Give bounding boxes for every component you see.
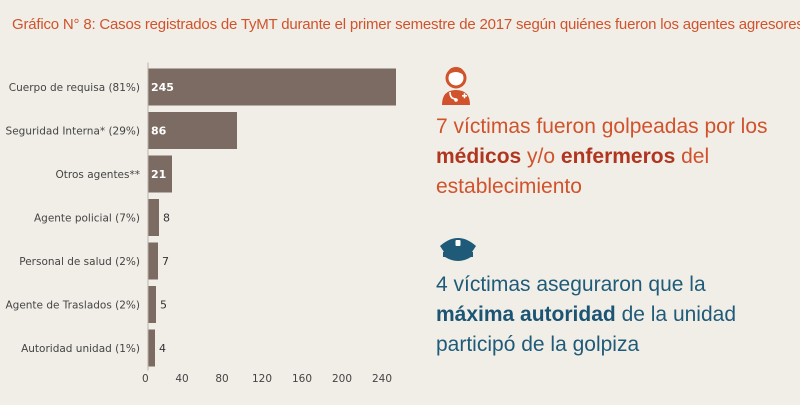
highlight-maxima-autoridad: máxima autoridad <box>436 303 616 326</box>
category-label: Personal de salud (2%) <box>19 256 140 268</box>
category-label: Otros agentes** <box>56 169 140 181</box>
x-tick-label: 40 <box>175 373 188 385</box>
chart-title: Gráfico N° 8: Casos registrados de TyMT … <box>12 16 800 33</box>
bar <box>148 286 156 323</box>
data-label: 5 <box>160 299 167 312</box>
data-label: 8 <box>163 212 170 225</box>
data-label: 7 <box>162 255 169 268</box>
data-label: 21 <box>151 168 166 181</box>
category-label: Agente de Traslados (2%) <box>5 300 140 312</box>
bar <box>148 68 396 106</box>
info-block-authority: 4 víctimas aseguraron que la máxima auto… <box>436 232 786 360</box>
x-tick-label: 200 <box>332 373 352 385</box>
category-label: Cuerpo de requisa (81%) <box>9 82 140 94</box>
info-medical-text: 7 víctimas fueron golpeadas por los médi… <box>436 115 768 198</box>
info-block-medical: 7 víctimas fueron golpeadas por los médi… <box>436 62 786 202</box>
x-tick-label: 160 <box>292 373 312 385</box>
category-label: Seguridad Interna* (29%) <box>6 126 140 138</box>
bar-chart: Cuerpo de requisa (81%) 245 Seguridad Inte… <box>5 62 396 385</box>
bar <box>148 329 155 367</box>
bar <box>148 112 237 149</box>
highlight-enfermeros: enfermeros <box>560 145 676 168</box>
bar <box>148 242 158 280</box>
bar <box>148 155 172 193</box>
x-tick-label: 0 <box>142 373 149 385</box>
bar <box>148 199 159 236</box>
police-cap-icon <box>440 238 476 261</box>
data-label: 4 <box>159 342 166 355</box>
x-tick-label: 240 <box>372 373 392 385</box>
info-authority-text: 4 víctimas aseguraron que la máxima auto… <box>436 273 737 356</box>
category-label: Agente policial (7%) <box>34 213 140 225</box>
data-label: 245 <box>151 81 174 94</box>
x-tick-label: 80 <box>215 373 228 385</box>
highlight-medicos: médicos <box>436 145 522 168</box>
data-label: 86 <box>151 125 167 138</box>
x-tick-label: 120 <box>252 373 272 385</box>
doctor-icon <box>442 67 470 105</box>
category-label: Autoridad unidad (1%) <box>21 343 140 355</box>
